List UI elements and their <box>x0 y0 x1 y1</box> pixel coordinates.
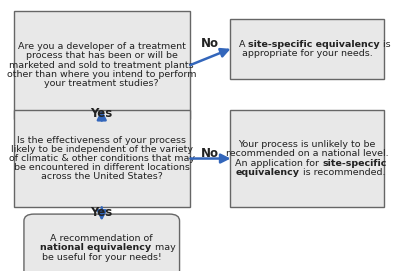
Text: may: may <box>152 243 175 253</box>
FancyBboxPatch shape <box>14 110 190 207</box>
Text: recommended on a national level.: recommended on a national level. <box>226 149 389 159</box>
Text: A: A <box>239 40 248 49</box>
Text: Is the effectiveness of your process: Is the effectiveness of your process <box>17 136 186 145</box>
Text: is: is <box>380 40 390 49</box>
Text: national equivalency: national equivalency <box>40 243 152 253</box>
Text: marketed and sold to treatment plants: marketed and sold to treatment plants <box>10 60 194 70</box>
Text: be encountered in different locations: be encountered in different locations <box>14 163 190 172</box>
Text: across the United States?: across the United States? <box>41 172 163 181</box>
Text: of climatic & other conditions that may: of climatic & other conditions that may <box>9 154 195 163</box>
Text: be useful for your needs!: be useful for your needs! <box>42 253 162 262</box>
Text: No: No <box>201 147 219 160</box>
Text: likely to be independent of the variety: likely to be independent of the variety <box>11 145 193 154</box>
Text: is recommended.: is recommended. <box>300 168 385 177</box>
FancyBboxPatch shape <box>231 110 384 207</box>
Text: Are you a developer of a treatment: Are you a developer of a treatment <box>18 42 186 51</box>
Text: equivalency: equivalency <box>236 168 300 177</box>
Text: Yes: Yes <box>91 107 113 120</box>
Text: process that has been or will be: process that has been or will be <box>26 51 178 60</box>
Text: Your process is unlikely to be: Your process is unlikely to be <box>239 140 376 149</box>
Text: your treatment studies?: your treatment studies? <box>44 79 159 88</box>
Text: site-specific equivalency: site-specific equivalency <box>248 40 380 49</box>
Text: A recommendation of: A recommendation of <box>50 234 153 243</box>
Text: No: No <box>201 37 219 50</box>
Text: appropriate for your needs.: appropriate for your needs. <box>242 49 373 58</box>
Text: site-specific: site-specific <box>322 159 387 168</box>
FancyBboxPatch shape <box>231 19 384 79</box>
FancyBboxPatch shape <box>24 214 180 271</box>
Text: An application for: An application for <box>235 159 322 168</box>
FancyBboxPatch shape <box>14 11 190 119</box>
Text: other than where you intend to perform: other than where you intend to perform <box>7 70 196 79</box>
Text: Yes: Yes <box>91 206 113 219</box>
